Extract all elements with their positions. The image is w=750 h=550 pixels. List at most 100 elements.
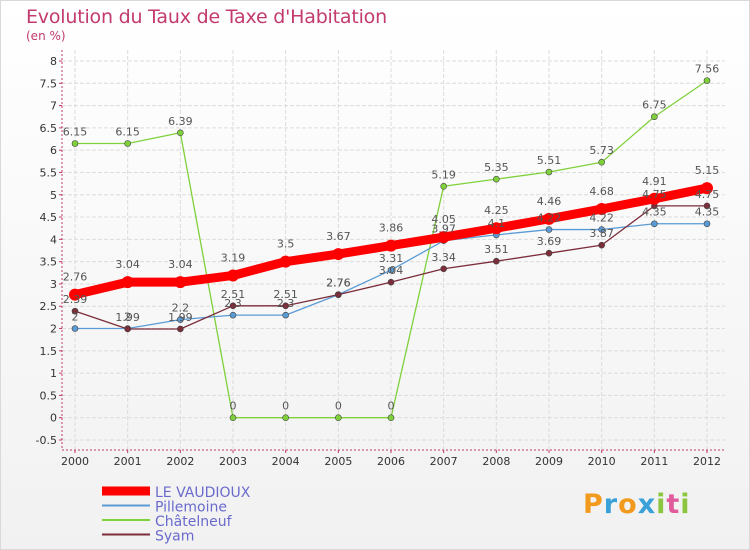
data-label: 2.76 bbox=[63, 271, 88, 284]
data-point bbox=[437, 231, 450, 244]
legend-label: Châtelneuf bbox=[155, 514, 233, 530]
data-point bbox=[229, 414, 237, 422]
data-point bbox=[490, 222, 503, 235]
data-point bbox=[177, 129, 184, 137]
data-label: 3.67 bbox=[326, 230, 351, 243]
x-tick-label: 2004 bbox=[272, 455, 300, 468]
data-label: 0 bbox=[388, 400, 395, 413]
logo-letter: o bbox=[618, 489, 638, 520]
y-tick-label: 1.5 bbox=[40, 345, 58, 358]
data-point bbox=[387, 414, 395, 422]
data-point bbox=[543, 212, 555, 225]
data-label: 4.05 bbox=[431, 213, 456, 226]
data-point bbox=[545, 249, 553, 257]
data-point bbox=[651, 113, 658, 121]
data-point bbox=[177, 316, 184, 323]
y-tick-label: 0 bbox=[50, 412, 57, 425]
data-label: 2 bbox=[124, 311, 131, 324]
data-label: 2.51 bbox=[221, 288, 246, 301]
data-point bbox=[651, 220, 658, 228]
data-label: 4.75 bbox=[642, 188, 667, 201]
x-tick-label: 2003 bbox=[219, 455, 247, 468]
legend-label: Pillemoine bbox=[155, 500, 227, 516]
data-point bbox=[545, 226, 553, 233]
logo-letter: x bbox=[637, 489, 657, 520]
logo-letter: t bbox=[666, 489, 681, 520]
data-point bbox=[335, 291, 342, 298]
data-label: 0 bbox=[230, 400, 237, 413]
data-label: 2.3 bbox=[224, 297, 242, 310]
data-label: 3.19 bbox=[221, 251, 246, 264]
data-point bbox=[703, 202, 711, 210]
y-tick-label: 2 bbox=[50, 323, 57, 336]
data-point bbox=[387, 266, 395, 274]
data-point bbox=[385, 239, 397, 252]
data-point bbox=[703, 220, 711, 228]
x-tick-label: 2002 bbox=[166, 455, 194, 468]
data-point bbox=[598, 158, 605, 166]
data-label: 3.86 bbox=[379, 222, 404, 235]
data-label: 2.76 bbox=[326, 277, 351, 290]
data-point bbox=[493, 175, 500, 183]
data-point bbox=[332, 248, 345, 261]
data-point bbox=[282, 302, 289, 310]
data-label: 3.87 bbox=[589, 227, 614, 240]
data-label: 4.35 bbox=[642, 206, 667, 219]
data-label: 7.56 bbox=[695, 63, 720, 76]
data-point bbox=[648, 192, 661, 205]
data-point bbox=[387, 278, 395, 286]
data-label: 1.99 bbox=[168, 311, 193, 324]
data-point bbox=[124, 325, 131, 333]
data-label: 4.1 bbox=[488, 217, 506, 230]
data-label: 6.15 bbox=[115, 125, 140, 138]
data-point bbox=[595, 203, 608, 216]
legend-label: LE VAUDIOUX bbox=[155, 485, 251, 501]
y-tick-label: 4.5 bbox=[40, 211, 58, 224]
logo-letter: i bbox=[656, 489, 667, 520]
data-point bbox=[124, 140, 131, 147]
y-tick-label: 5 bbox=[50, 189, 57, 202]
data-point bbox=[69, 288, 81, 301]
data-point bbox=[121, 276, 134, 289]
data-label: 4.91 bbox=[642, 175, 667, 188]
y-tick-label: -0.5 bbox=[36, 434, 57, 447]
data-point bbox=[335, 414, 342, 422]
data-label: 5.35 bbox=[484, 161, 509, 174]
chart-title: Evolution du Taux de Taxe d'Habitation bbox=[26, 6, 387, 28]
y-tick-label: 7.5 bbox=[40, 77, 58, 90]
data-label: 0 bbox=[335, 400, 342, 413]
data-label: 3.34 bbox=[431, 251, 456, 264]
data-label: 4.25 bbox=[484, 204, 509, 217]
data-label: 4.22 bbox=[589, 212, 614, 225]
y-tick-label: 1 bbox=[50, 367, 57, 380]
data-label: 3.04 bbox=[168, 258, 193, 271]
x-tick-label: 2011 bbox=[640, 455, 668, 468]
data-point bbox=[440, 265, 447, 273]
y-tick-label: 6 bbox=[50, 144, 57, 157]
logo-letter: i bbox=[680, 489, 691, 520]
data-label: 1.99 bbox=[115, 311, 140, 324]
y-tick-label: 2.5 bbox=[40, 300, 58, 313]
y-tick-label: 0.5 bbox=[40, 389, 58, 402]
data-point bbox=[177, 325, 184, 333]
data-point bbox=[282, 311, 289, 319]
x-tick-label: 2001 bbox=[114, 455, 142, 468]
data-label: 3.69 bbox=[537, 235, 562, 248]
data-label: 3.5 bbox=[277, 238, 295, 251]
logo-letter: P bbox=[583, 489, 604, 520]
y-tick-label: 3.5 bbox=[40, 256, 58, 269]
data-label: 3.04 bbox=[379, 264, 404, 277]
data-point bbox=[493, 257, 500, 265]
data-point bbox=[440, 182, 447, 190]
y-tick-label: 6.5 bbox=[40, 122, 58, 135]
data-label: 6.15 bbox=[63, 125, 88, 138]
data-point bbox=[598, 241, 605, 249]
data-point bbox=[279, 255, 292, 268]
y-tick-label: 3 bbox=[50, 278, 57, 291]
x-tick-label: 2012 bbox=[693, 455, 721, 468]
data-label: 4.75 bbox=[695, 188, 720, 201]
data-point bbox=[701, 182, 713, 195]
data-label: 5.73 bbox=[589, 144, 614, 157]
